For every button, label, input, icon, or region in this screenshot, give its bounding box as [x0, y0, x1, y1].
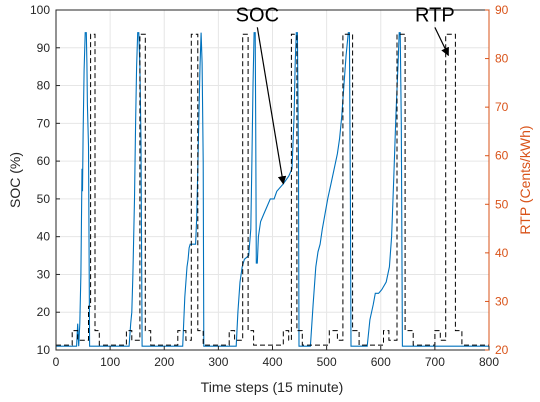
y-tick-label-right: 30 [495, 294, 509, 308]
x-tick-label: 0 [53, 355, 60, 369]
y-tick-label-left: 100 [30, 3, 50, 17]
y-tick-label-left: 20 [37, 305, 51, 319]
series-group [56, 32, 489, 347]
y-tick-label-right: 90 [495, 3, 509, 17]
x-tick-label: 400 [262, 355, 282, 369]
soc-series-line [56, 32, 489, 347]
x-tick-label: 800 [479, 355, 499, 369]
y-tick-label-left: 40 [37, 230, 51, 244]
y-tick-label-left: 80 [37, 79, 51, 93]
y-tick-label-right: 60 [495, 149, 509, 163]
y-tick-label-left: 30 [37, 267, 51, 281]
x-tick-label: 600 [371, 355, 391, 369]
annotation-arrow [256, 27, 287, 185]
x-tick-label: 100 [100, 355, 120, 369]
y-axis-label-left: SOC (%) [7, 152, 23, 208]
x-tick-label: 300 [208, 355, 228, 369]
annotation-label: SOC [236, 4, 279, 26]
y-axis-label-right: RTP (Cents/kWh) [517, 125, 533, 234]
y-tick-label-right: 50 [495, 197, 509, 211]
rtp-series-line [56, 33, 489, 346]
y-tick-label-left: 60 [37, 154, 51, 168]
y-tick-label-right: 20 [495, 343, 509, 357]
y-tick-label-left: 10 [37, 343, 51, 357]
x-axis-label: Time steps (15 minute) [201, 379, 344, 395]
y-tick-label-right: 80 [495, 52, 509, 66]
x-tick-label: 500 [317, 355, 337, 369]
y-tick-label-left: 90 [37, 41, 51, 55]
y-tick-label-left: 50 [37, 192, 51, 206]
y-tick-label-left: 70 [37, 116, 51, 130]
x-tick-label: 700 [425, 355, 445, 369]
annotation-arrow [434, 27, 449, 57]
y-tick-label-right: 70 [495, 100, 509, 114]
annotations: SOC RTP [236, 4, 455, 185]
y-tick-label-right: 40 [495, 246, 509, 260]
ticks: 0 100 200 300 400 500 600 700 800 10 20 30 40 50 60 70 8… [30, 3, 509, 369]
x-tick-label: 200 [154, 355, 174, 369]
annotation-label: RTP [415, 4, 455, 26]
